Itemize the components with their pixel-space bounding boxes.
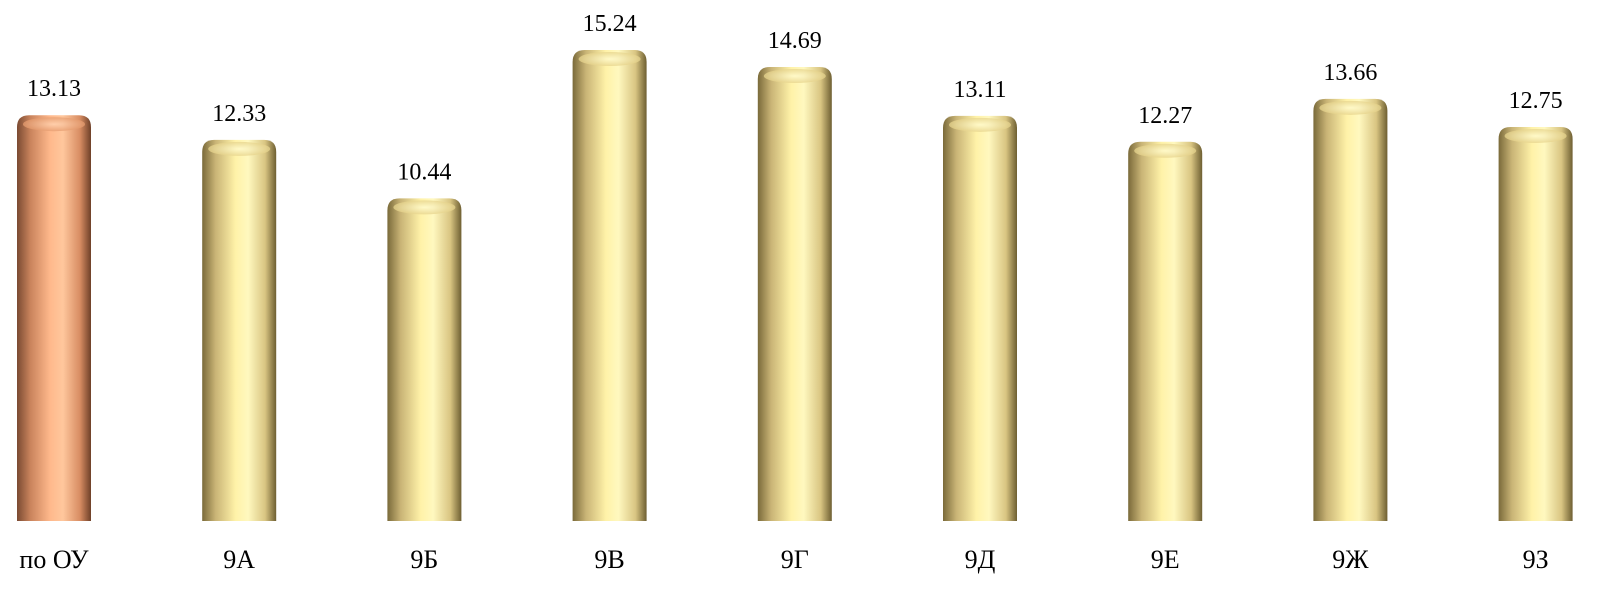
bar-9Б xyxy=(387,198,462,522)
x-tick-label-9А: 9А xyxy=(223,545,255,574)
bar-по ОУ xyxy=(17,115,91,521)
bars-group xyxy=(17,50,1573,522)
x-tick-label-9Г: 9Г xyxy=(781,545,809,574)
bar-9А xyxy=(202,139,277,521)
data-label-9В: 15.24 xyxy=(583,11,637,37)
x-tick-label-9Б: 9Б xyxy=(410,545,438,574)
data-label-9А: 12.33 xyxy=(212,101,266,127)
data-labels-group: 13.13 12.33 10.44 15.24 14.69 13.11 12.27 13.66… xyxy=(27,11,1563,185)
bar-9Ж xyxy=(1313,98,1388,521)
bar-cap-9З xyxy=(1504,128,1567,143)
x-tick-label-9Ж: 9Ж xyxy=(1332,545,1369,574)
bar-9Е xyxy=(1128,141,1203,521)
x-tick-label-9В: 9В xyxy=(594,545,624,574)
bar-9З xyxy=(1498,126,1573,522)
bar-cap-9Б xyxy=(393,200,456,215)
data-label-9Б: 10.44 xyxy=(397,159,451,185)
x-tick-label-9Д: 9Д xyxy=(965,545,996,574)
data-label-9Г: 14.69 xyxy=(768,28,822,54)
bar-cap-9Е xyxy=(1134,143,1197,158)
bar-cap-9А xyxy=(208,141,271,156)
bar-cap-9Д xyxy=(949,117,1011,132)
data-label-9Д: 13.11 xyxy=(953,77,1006,103)
bar-cap-9В xyxy=(578,52,641,66)
bar-9Д xyxy=(943,115,1017,522)
bar-9В xyxy=(572,50,647,521)
data-label-9З: 12.75 xyxy=(1509,88,1563,114)
data-label-по ОУ: 13.13 xyxy=(27,76,81,102)
x-tick-label-9З: 9З xyxy=(1523,545,1549,574)
bar-cap-по ОУ xyxy=(23,117,85,132)
bar-cap-9Г xyxy=(763,68,826,83)
bar-9Г xyxy=(757,66,832,521)
data-label-9Ж: 13.66 xyxy=(1323,60,1377,86)
data-label-9Е: 12.27 xyxy=(1138,103,1192,129)
x-tick-label-9Е: 9Е xyxy=(1151,545,1180,574)
x-tick-label-по ОУ: по ОУ xyxy=(19,545,89,574)
bar-cap-9Ж xyxy=(1319,100,1382,115)
x-tick-labels-group: по ОУ 9А 9Б 9В 9Г 9Д 9Е 9Ж 9З xyxy=(19,545,1548,574)
